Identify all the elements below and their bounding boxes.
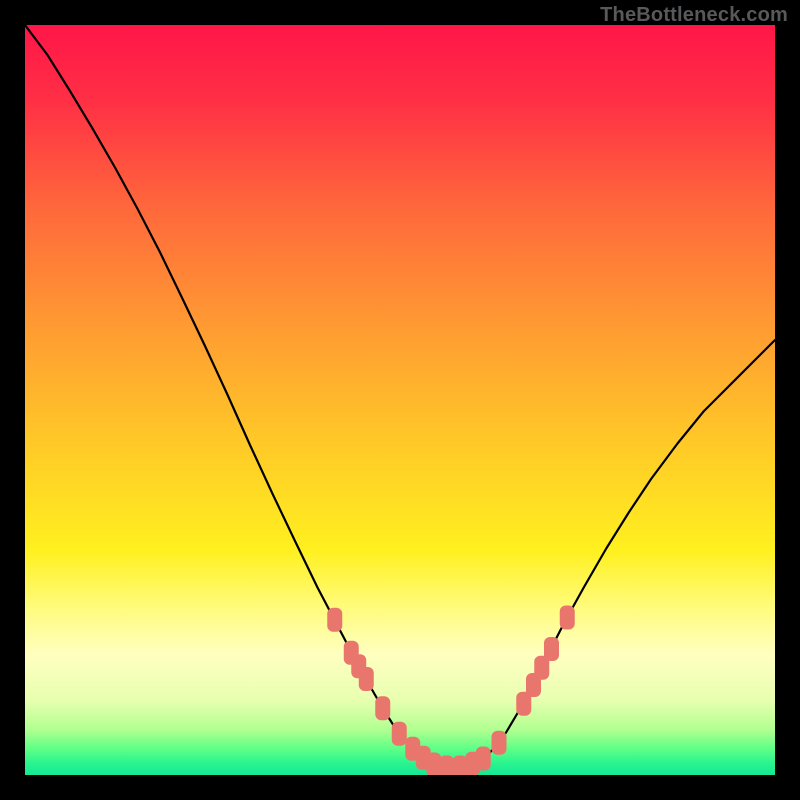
gradient-background bbox=[25, 25, 775, 775]
curve-marker bbox=[359, 667, 374, 691]
watermark-text: TheBottleneck.com bbox=[600, 4, 788, 27]
curve-marker bbox=[327, 608, 342, 632]
curve-marker bbox=[375, 696, 390, 720]
curve-marker bbox=[492, 731, 507, 755]
curve-marker bbox=[544, 637, 559, 661]
curve-marker bbox=[392, 722, 407, 746]
chart-plot bbox=[25, 25, 775, 775]
curve-marker bbox=[439, 756, 454, 776]
chart-frame: TheBottleneck.com bbox=[0, 0, 800, 800]
curve-marker bbox=[476, 747, 491, 771]
curve-marker bbox=[560, 606, 575, 630]
